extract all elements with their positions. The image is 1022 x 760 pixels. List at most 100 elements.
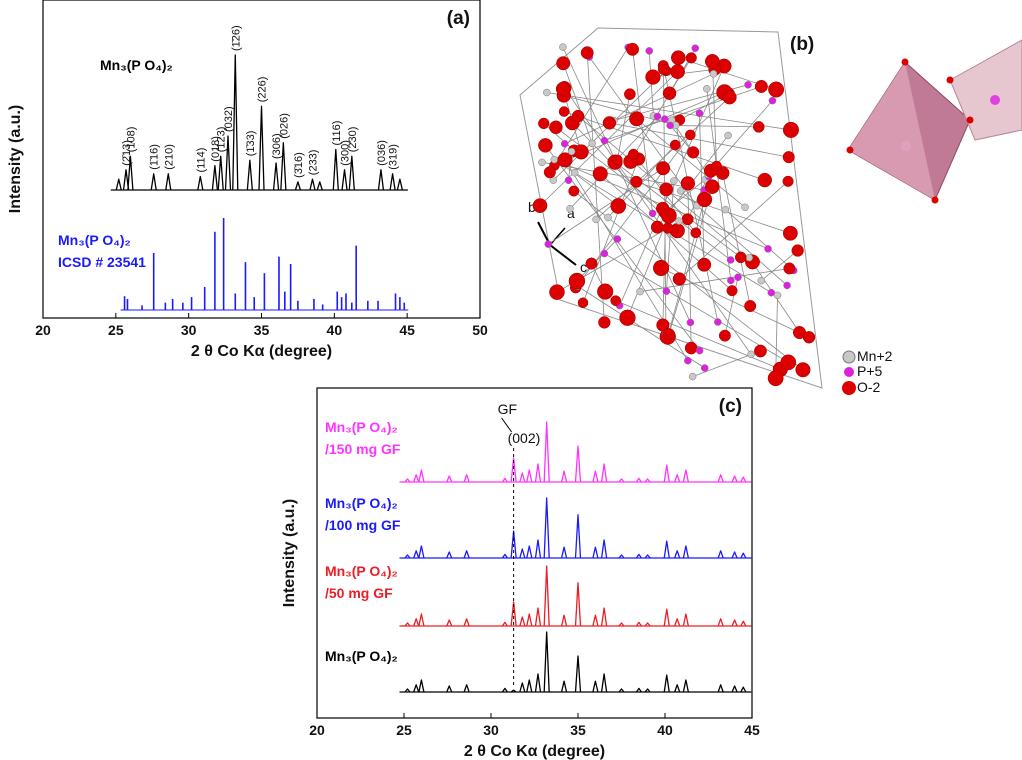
plot-frame (43, 0, 480, 318)
atom (727, 277, 734, 284)
atom (768, 82, 783, 97)
atom (768, 289, 775, 296)
atom (711, 161, 721, 171)
atom (612, 155, 622, 165)
atom (663, 288, 670, 295)
bond (616, 301, 781, 370)
peak (447, 552, 452, 558)
atom (538, 138, 552, 152)
atom (637, 288, 644, 295)
atom (682, 214, 693, 225)
peak (576, 515, 581, 558)
peak (520, 683, 525, 692)
atom (559, 107, 569, 117)
peak (562, 547, 567, 558)
atom (758, 173, 772, 187)
peak (732, 552, 737, 558)
atom (571, 169, 578, 176)
peak (602, 674, 607, 692)
atom (646, 47, 653, 54)
atom (663, 328, 675, 340)
series-label: Mn₃(P O₄)₂ (100, 57, 173, 73)
bond (670, 125, 759, 126)
atom (901, 141, 911, 151)
atom (603, 116, 616, 129)
atom (701, 365, 708, 372)
atom (689, 373, 696, 380)
peak (741, 553, 746, 558)
peak (447, 476, 452, 482)
annotation: GF (498, 401, 517, 417)
peak (664, 541, 669, 558)
atom (667, 122, 674, 129)
peak (664, 609, 669, 626)
atom (601, 250, 608, 257)
atom (753, 121, 764, 132)
peak (464, 619, 469, 626)
x-tick-label: 45 (744, 722, 760, 738)
peak (544, 632, 549, 692)
peak-label: (226) (257, 77, 269, 103)
pattern (399, 566, 751, 626)
x-tick-label: 20 (35, 322, 51, 338)
atom (755, 80, 767, 92)
peak (741, 687, 746, 692)
atom (765, 245, 772, 252)
y-axis-title: Intensity (a.u.) (281, 499, 298, 607)
pattern (399, 632, 751, 692)
atom (769, 97, 776, 104)
series-label: /100 mg GF (325, 517, 401, 533)
atom (556, 57, 569, 70)
peak (520, 473, 525, 482)
atom (714, 319, 721, 326)
peak (602, 608, 607, 626)
atom (692, 45, 699, 52)
peak (527, 614, 532, 626)
atom (597, 284, 613, 300)
atom (722, 206, 729, 213)
peak-label: (1̄26) (230, 25, 242, 51)
atom (593, 216, 600, 223)
legend-label: Mn+2 (857, 348, 893, 364)
axis-arrow (550, 228, 565, 245)
peak (683, 546, 688, 558)
pattern (399, 422, 751, 482)
peak (527, 680, 532, 692)
peak (576, 583, 581, 626)
atom (947, 77, 954, 84)
atom (745, 81, 752, 88)
atom (742, 204, 749, 211)
atom (735, 252, 746, 263)
peak (732, 476, 737, 482)
peak (675, 551, 680, 558)
atom (847, 147, 854, 154)
legend-label: O-2 (857, 379, 881, 395)
atom (792, 245, 804, 257)
x-tick-label: 30 (483, 722, 499, 738)
peak (544, 422, 549, 482)
atom (784, 263, 795, 274)
panel-label: (c) (719, 396, 742, 417)
peak (233, 55, 238, 190)
x-tick-label: 25 (108, 322, 124, 338)
peak (602, 464, 607, 482)
atom (676, 218, 683, 225)
peak (562, 615, 567, 626)
peak (397, 179, 402, 190)
atom (654, 113, 661, 120)
peak (390, 174, 395, 190)
peak (535, 608, 540, 626)
atom (932, 197, 939, 204)
bond (563, 63, 592, 143)
atom (549, 121, 562, 134)
peak (718, 619, 723, 626)
peak (593, 471, 598, 482)
atom (687, 146, 699, 158)
atom (656, 161, 670, 175)
atom (551, 156, 558, 163)
peak (116, 179, 121, 190)
pattern: (2̄13)(108)(1̄16)(210)(114)(018)(123)(03… (111, 25, 408, 190)
peak (562, 471, 567, 482)
legend-swatch (844, 367, 854, 377)
peak (718, 685, 723, 692)
